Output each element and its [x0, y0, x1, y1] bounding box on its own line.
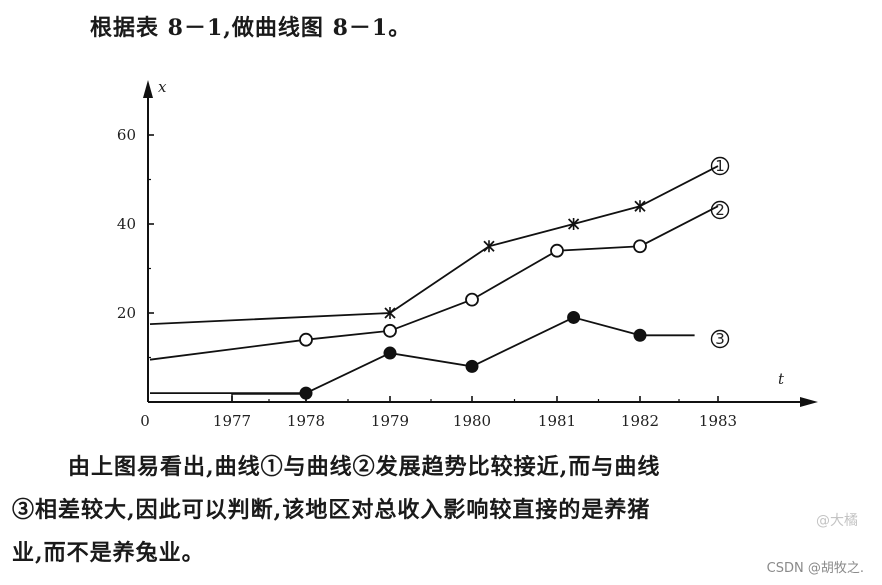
data-point-open-circle: [299, 332, 313, 347]
data-point-filled-circle: [567, 310, 581, 324]
explanation-paragraph: 由上图易看出,曲线①与曲线②发展趋势比较接近,而与曲线 ③相差较大,因此可以判断…: [12, 446, 882, 575]
data-point-filled-circle: [633, 328, 647, 342]
data-point-filled-circle: [383, 346, 397, 360]
y-axis-label: x: [158, 78, 167, 96]
paragraph-line-3: 业,而不是养兔业。: [12, 540, 205, 566]
labels-layer: 1 2 3: [710, 156, 730, 349]
x-tick-label: 1982: [621, 412, 659, 430]
data-point-star: [483, 240, 495, 253]
series-label: 3: [715, 330, 725, 348]
x-axis-label: t: [778, 370, 785, 388]
line-chart: 1977 1978 1979 1980 1981 1982 1983 20 40 60 0 t x 1 2…: [117, 78, 818, 430]
axes: 1977 1978 1979 1980 1981 1982 1983 20 40 60 0 t x: [117, 78, 818, 430]
data-point-star: [634, 200, 646, 213]
paragraph-line-2: ③相差较大,因此可以判断,该地区对总收入影响较直接的是养猪: [12, 497, 651, 523]
series-line-1: [149, 165, 719, 325]
x-tick-label: 1978: [287, 412, 325, 430]
series-layer: [149, 165, 719, 400]
faint-watermark: @大橘: [816, 513, 858, 529]
data-point-open-circle: [383, 323, 397, 338]
series-label-ring: [710, 329, 730, 349]
data-point-star: [567, 218, 580, 230]
data-point-filled-circle: [465, 359, 479, 373]
series-line-3: [150, 316, 695, 394]
x-tick-label: 1980: [453, 412, 491, 430]
x-axis-arrow: [800, 397, 818, 407]
y-tick-label: 40: [117, 215, 136, 233]
series-label: 2: [715, 201, 725, 219]
series-label-ring: [710, 200, 730, 220]
x-tick-label: 1983: [699, 412, 737, 430]
x-tick-label: 1981: [538, 412, 576, 430]
intro-text: 根据表 8－1,做曲线图 8－1。: [90, 15, 412, 41]
y-axis-arrow: [143, 80, 153, 98]
origin-label: 0: [140, 412, 150, 430]
data-point-open-circle: [550, 243, 564, 258]
paragraph-line-1: 由上图易看出,曲线①与曲线②发展趋势比较接近,而与曲线: [68, 454, 661, 480]
y-tick-label: 60: [117, 126, 136, 144]
x-tick-label: 1977: [213, 412, 251, 430]
series-label: 1: [715, 157, 725, 175]
y-tick-label: 20: [117, 304, 136, 322]
csdn-watermark: CSDN @胡牧之.: [762, 556, 868, 577]
series-label-ring: [710, 156, 730, 176]
x-tick-label: 1979: [371, 412, 409, 430]
data-point-filled-circle: [299, 386, 313, 400]
data-point-open-circle: [465, 292, 479, 307]
data-point-open-circle: [633, 239, 647, 254]
data-point-star: [384, 307, 396, 319]
